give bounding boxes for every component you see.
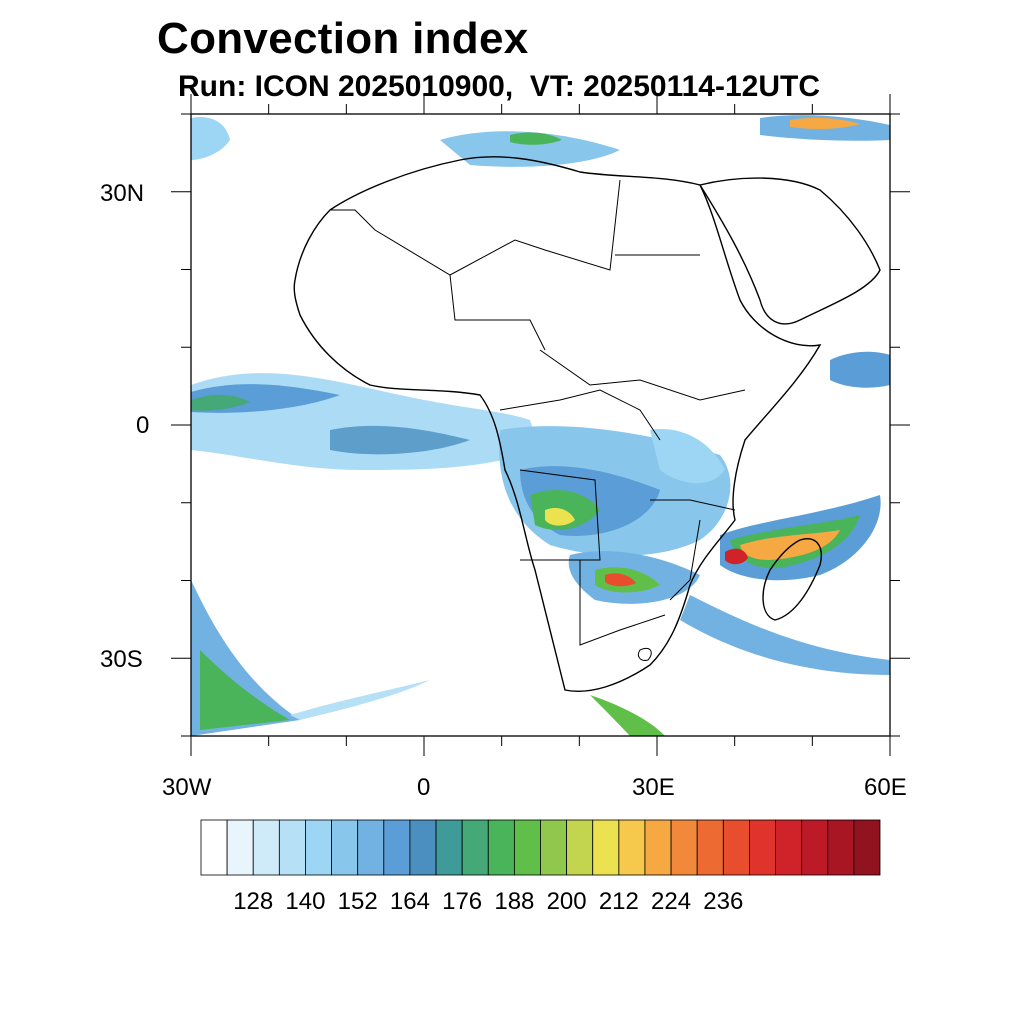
border-line — [499, 389, 661, 441]
map-subtitle: Run: ICON 2025010900, VT: 20250114-12UTC — [178, 70, 820, 103]
colorbar-box — [540, 819, 568, 876]
convection-area-zambia-hot — [605, 573, 636, 587]
convection-area-south-atlantic-filament — [290, 680, 430, 720]
colorbar-box — [200, 819, 228, 876]
arabia-coastline — [698, 177, 881, 325]
colorbar-tick-label: 176 — [442, 888, 483, 915]
colorbar-box — [513, 819, 541, 876]
border-line — [449, 274, 546, 351]
colorbar-box — [618, 819, 646, 876]
lon-label-30e: 30E — [632, 774, 675, 801]
convection-area-madagascar-red — [725, 548, 748, 565]
convection-area-angola-yellow — [545, 508, 575, 526]
colorbar-tick-label: 128 — [233, 888, 274, 915]
colorbar-box — [775, 819, 803, 876]
colorbar-box — [409, 819, 437, 876]
border-line — [637, 647, 652, 661]
colorbar-box — [435, 819, 463, 876]
convection-area-mediterranean-green — [510, 132, 562, 145]
convection-area-atlantic-green — [191, 394, 250, 411]
border-line — [650, 499, 736, 511]
convection-area-south-atlantic-core — [200, 650, 290, 730]
africa-coastline — [293, 156, 822, 692]
lat-label-30s: 30S — [100, 646, 143, 673]
colorbar-box — [487, 819, 515, 876]
map-title: Convection index — [157, 14, 529, 63]
convection-area-east-africa — [650, 429, 725, 484]
convection-area-madagascar-orange — [740, 530, 840, 560]
colorbar-box — [827, 819, 855, 876]
colorbar-tick-label: 140 — [285, 888, 326, 915]
madagascar-coastline — [762, 538, 822, 621]
colorbar-tick-label: 224 — [651, 888, 692, 915]
colorbar-tick-label: 188 — [494, 888, 535, 915]
colorbar-box — [644, 819, 672, 876]
border-line — [519, 469, 601, 561]
colorbar-box — [566, 819, 594, 876]
colorbar-box — [461, 819, 489, 876]
colorbar-box — [252, 819, 280, 876]
border-line — [669, 519, 701, 601]
lon-label-0: 0 — [417, 774, 431, 801]
convection-area-mediterranean — [440, 131, 620, 167]
lon-label-30w: 30W — [162, 774, 212, 801]
colorbar-box — [670, 819, 698, 876]
lon-label-60e: 60E — [864, 774, 907, 801]
border-line — [539, 349, 746, 401]
convection-area-middle-east-orange — [790, 117, 860, 129]
lat-label-30n: 30N — [100, 180, 145, 207]
colorbar-box — [357, 819, 385, 876]
convection-area-northwest — [191, 117, 230, 160]
border-line — [330, 179, 621, 276]
colorbar-box — [383, 819, 411, 876]
colorbar-tick-label: 152 — [337, 888, 378, 915]
convection-area-arabian-sea — [830, 351, 890, 388]
colorbar-tick-label: 164 — [389, 888, 430, 915]
country-borders — [330, 179, 746, 661]
coastlines — [293, 156, 881, 692]
colorbar-box — [853, 819, 881, 876]
colorbar-box — [278, 819, 306, 876]
colorbar-tick-label: 200 — [546, 888, 587, 915]
convection-area-atlantic-itcz-core2 — [330, 425, 470, 455]
colorbar-box — [749, 819, 776, 876]
convection-area-southern-cape — [590, 695, 665, 736]
colorbar-box — [331, 819, 359, 876]
colorbar-box — [305, 819, 332, 876]
colorbar-box — [696, 819, 724, 876]
colorbar-box — [722, 819, 750, 876]
colorbar-tick-label: 212 — [598, 888, 639, 915]
border-line — [579, 560, 666, 646]
convection-field — [191, 115, 890, 736]
colorbar-box — [226, 819, 254, 876]
colorbar-box — [592, 819, 620, 876]
lat-label-0: 0 — [136, 412, 150, 439]
convection-area-southeast-band — [680, 595, 890, 675]
colorbar-box — [801, 819, 829, 876]
colorbar-tick-label: 236 — [703, 888, 744, 915]
